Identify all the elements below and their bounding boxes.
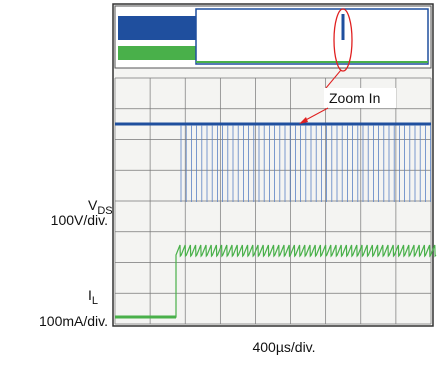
vds-scale: 100V/div. (51, 212, 108, 228)
scope-figure: Zoom In VDS 100V/div. IL 100mA/div. 400µ… (0, 0, 439, 363)
il-label: IL (88, 287, 98, 307)
il-scale: 100mA/div. (39, 313, 108, 329)
overview-vds (118, 16, 196, 40)
il-subscript: L (92, 295, 98, 307)
zoom-window (196, 9, 428, 64)
overview-il (118, 46, 196, 60)
zoom-label: Zoom In (329, 90, 380, 106)
timebase-label: 400µs/div. (252, 339, 315, 355)
